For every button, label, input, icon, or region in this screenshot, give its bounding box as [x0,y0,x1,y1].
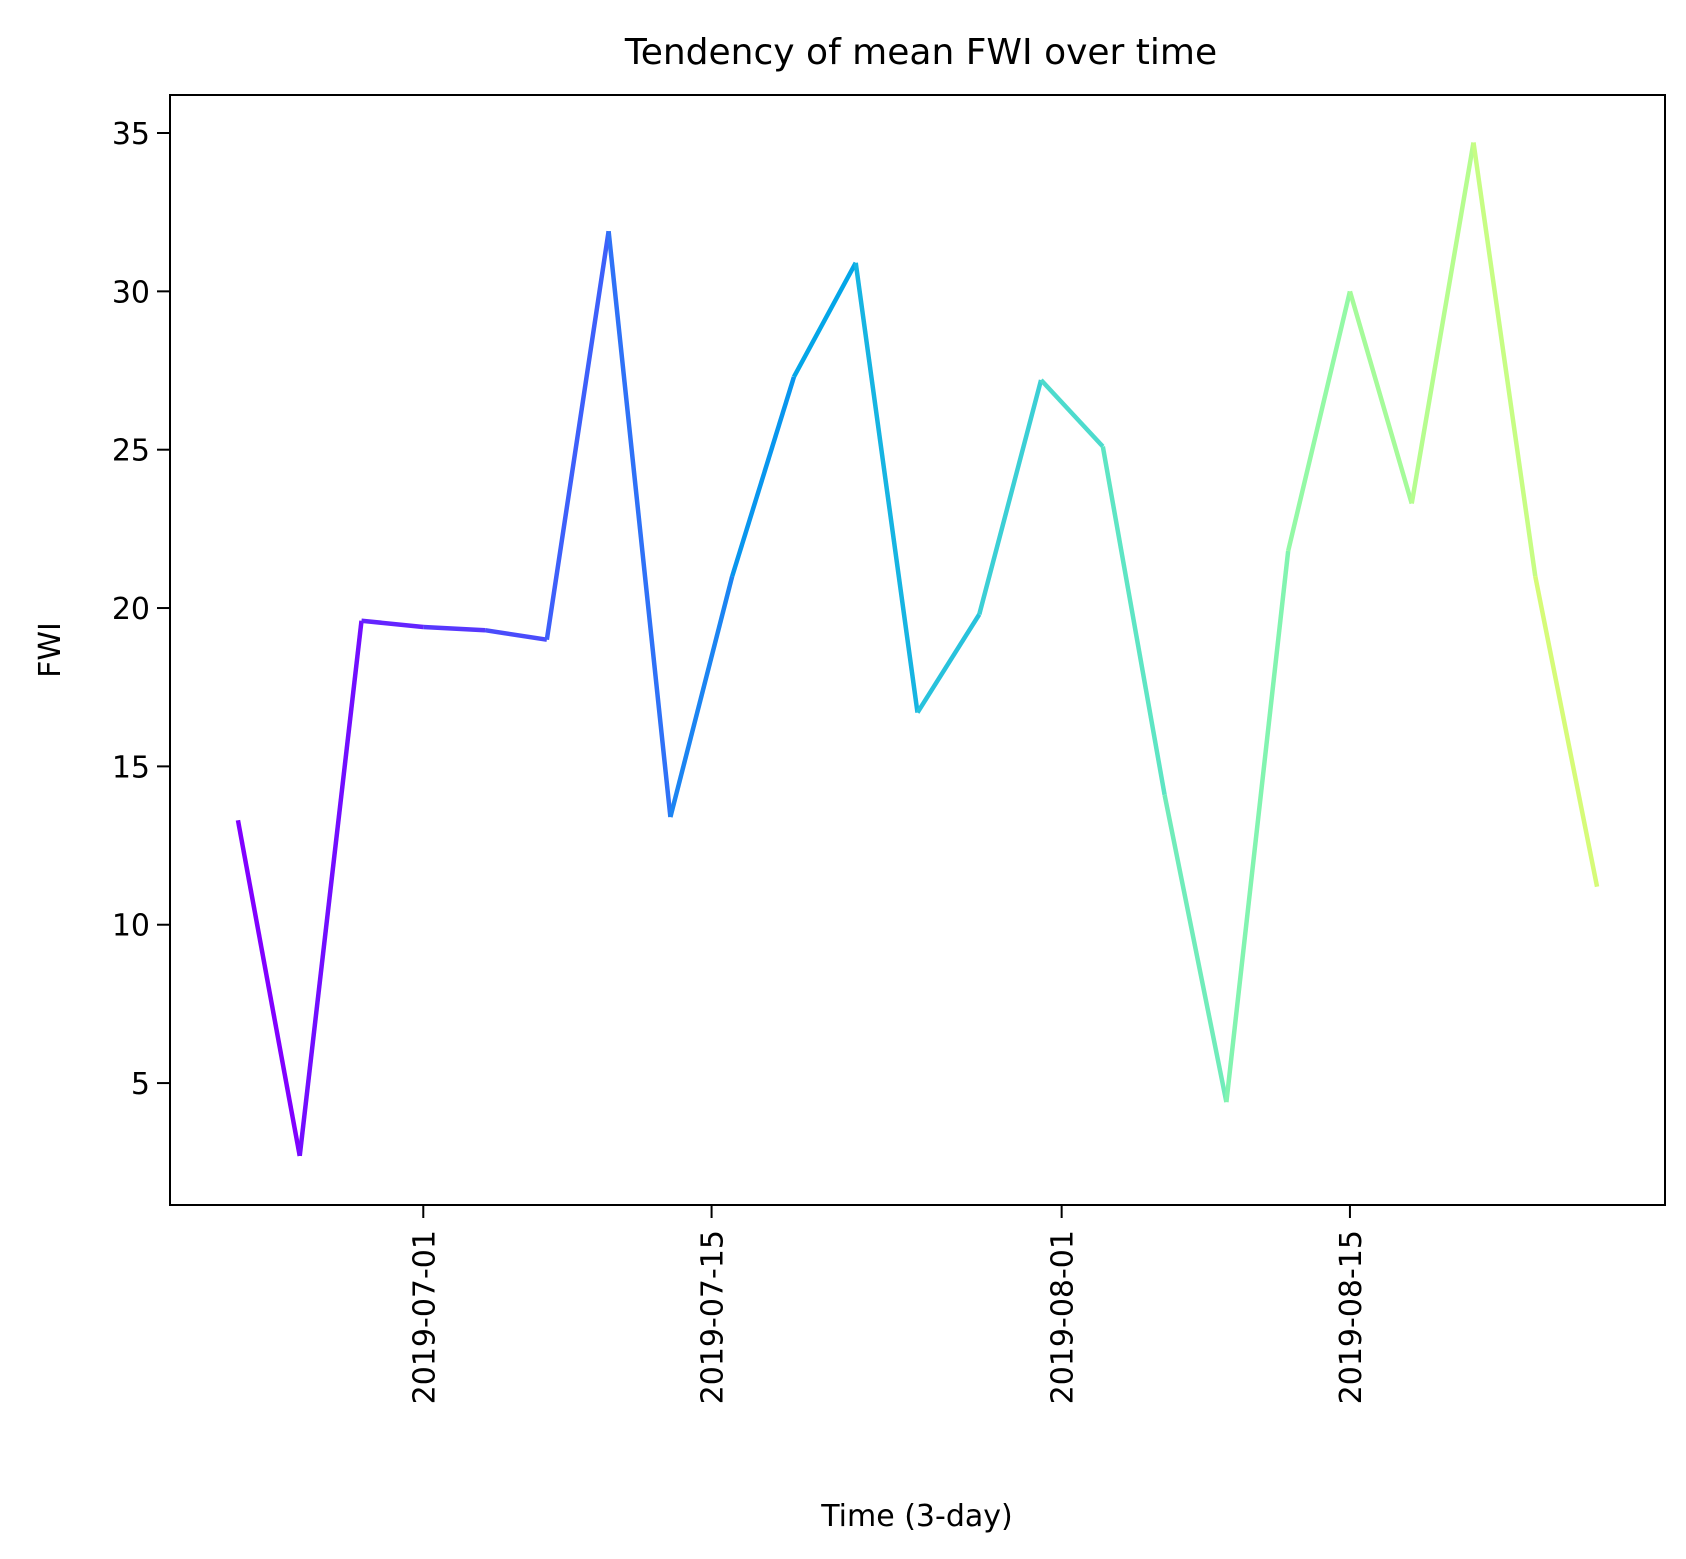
series-segment [853,262,920,713]
y-tick-label: 35 [112,117,150,152]
series-segment [1100,446,1167,796]
series-segment [544,230,611,641]
series-segment [1224,550,1291,1103]
x-axis: 2019-07-01 2019-07-15 2019-08-01 2019-08-15 [407,1205,1369,1404]
series-segment [915,613,982,714]
series-segment [297,620,364,1157]
series-segment [977,379,1044,615]
y-tick-label: 15 [112,750,150,785]
series-segment [484,627,548,642]
series-segment [1285,290,1353,552]
y-tick-label: 25 [112,434,150,469]
x-tick-label: 2019-08-01 [1046,1230,1081,1404]
series-segment [361,618,424,630]
series-segment [1533,575,1600,888]
plot-area-frame [169,94,1666,1206]
y-axis-label: FWI [33,622,68,678]
y-tick-label: 20 [112,592,150,627]
series-segment [235,819,302,1157]
series-layer [235,142,1600,1157]
series-segment [606,230,673,818]
series-segment [791,261,858,378]
series-segment [1471,142,1538,577]
series-segment [1039,378,1105,449]
series-segment [668,575,735,818]
series-segment [730,376,797,578]
y-axis: 5 10 15 20 25 30 35 [112,117,170,1102]
y-tick-label: 30 [112,275,150,310]
series-segment [1409,142,1476,504]
x-axis-label: Time (3-day) [820,1499,1012,1534]
x-tick-label: 2019-07-15 [696,1230,731,1404]
series-segment [1347,290,1414,505]
y-tick-label: 10 [112,909,150,944]
x-tick-label: 2019-07-01 [407,1230,442,1404]
y-tick-label: 5 [131,1067,150,1102]
series-segment [1162,794,1229,1103]
series-segment [423,624,486,633]
x-tick-label: 2019-08-15 [1334,1230,1369,1404]
chart-title: Tendency of mean FWI over time [624,32,1217,73]
